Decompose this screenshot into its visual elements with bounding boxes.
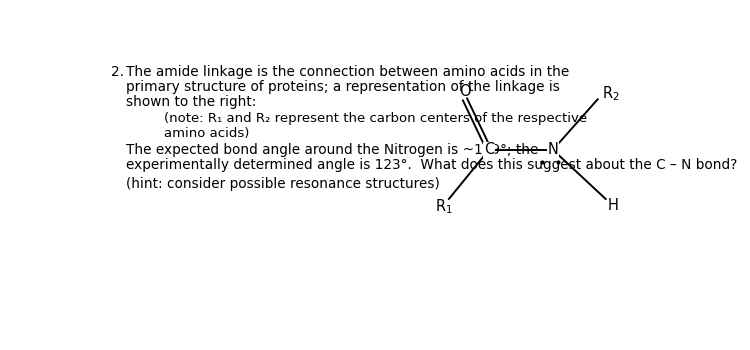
Text: (hint: consider possible resonance structures): (hint: consider possible resonance struc… <box>126 177 440 191</box>
Text: primary structure of proteins; a representation of the linkage is: primary structure of proteins; a represe… <box>126 80 560 94</box>
Text: N: N <box>548 142 558 157</box>
Text: shown to the right:: shown to the right: <box>126 95 256 109</box>
Text: C: C <box>484 142 494 157</box>
Text: R$_2$: R$_2$ <box>602 84 620 103</box>
Text: 2.: 2. <box>111 65 124 79</box>
Text: The expected bond angle around the Nitrogen is ~109°; the: The expected bond angle around the Nitro… <box>126 143 538 157</box>
Text: experimentally determined angle is 123°.  What does this suggest about the C – N: experimentally determined angle is 123°.… <box>126 158 738 172</box>
Text: O: O <box>459 84 470 99</box>
Text: amino acids): amino acids) <box>164 127 249 140</box>
Text: The amide linkage is the connection between amino acids in the: The amide linkage is the connection betw… <box>126 65 569 79</box>
Text: H: H <box>608 198 619 213</box>
Text: R$_1$: R$_1$ <box>435 197 452 216</box>
Text: (note: R₁ and R₂ represent the carbon centers of the respective: (note: R₁ and R₂ represent the carbon ce… <box>164 112 586 125</box>
